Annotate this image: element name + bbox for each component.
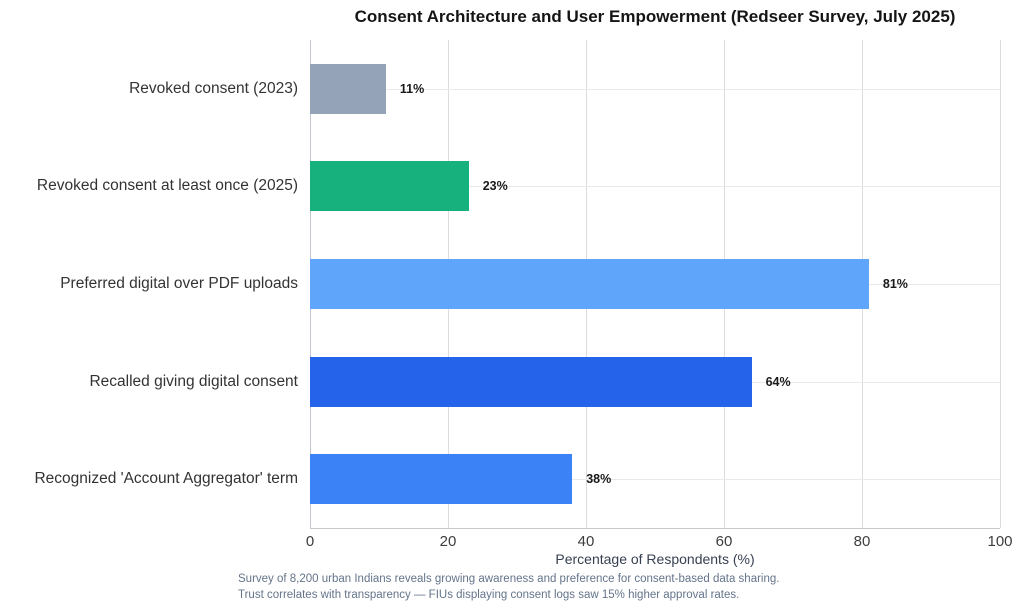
value-label: 64% bbox=[765, 374, 791, 389]
category-label: Revoked consent at least once (2025) bbox=[36, 177, 298, 195]
value-label: 23% bbox=[482, 179, 508, 194]
bar-1 bbox=[310, 63, 386, 114]
value-label: 81% bbox=[882, 277, 908, 291]
category-label: Recognized 'Account Aggregator' term bbox=[34, 470, 298, 488]
value-label: 11% bbox=[399, 81, 425, 96]
category-label: Revoked consent (2023) bbox=[129, 79, 298, 97]
x-tick-label: 80 bbox=[853, 533, 871, 550]
x-tick-label: 60 bbox=[715, 533, 733, 550]
x-axis-label: Percentage of Respondents (%) bbox=[555, 551, 755, 567]
x-tick-label: 40 bbox=[577, 533, 595, 550]
x-tick-label: 100 bbox=[987, 533, 1013, 550]
chart-footnote: Survey of 8,200 urban Indians reveals gr… bbox=[238, 572, 779, 603]
x-tick-label: 20 bbox=[439, 533, 457, 550]
x-tick-label: 0 bbox=[305, 533, 315, 550]
bar-5 bbox=[310, 454, 573, 505]
vertical-gridline bbox=[1000, 40, 1001, 528]
horizontal-gridline bbox=[310, 88, 1000, 90]
footnote-line-1: Survey of 8,200 urban Indians reveals gr… bbox=[238, 573, 780, 585]
plot-area: 11% 23% 81% 64% 38% bbox=[310, 40, 1001, 529]
chart-title: Consent Architecture and User Empowermen… bbox=[354, 7, 956, 26]
bar-4 bbox=[310, 356, 752, 407]
bar-3 bbox=[310, 259, 869, 309]
category-label: Recalled giving digital consent bbox=[89, 372, 298, 390]
category-label: Preferred digital over PDF uploads bbox=[60, 275, 298, 292]
footnote-line-2: Trust correlates with transparency — FIU… bbox=[238, 588, 740, 601]
horizontal-gridline bbox=[310, 479, 1000, 481]
horizontal-gridline bbox=[310, 186, 1000, 188]
value-label: 38% bbox=[586, 472, 612, 487]
x-axis-spine bbox=[310, 528, 1000, 529]
bar-2 bbox=[310, 161, 469, 212]
